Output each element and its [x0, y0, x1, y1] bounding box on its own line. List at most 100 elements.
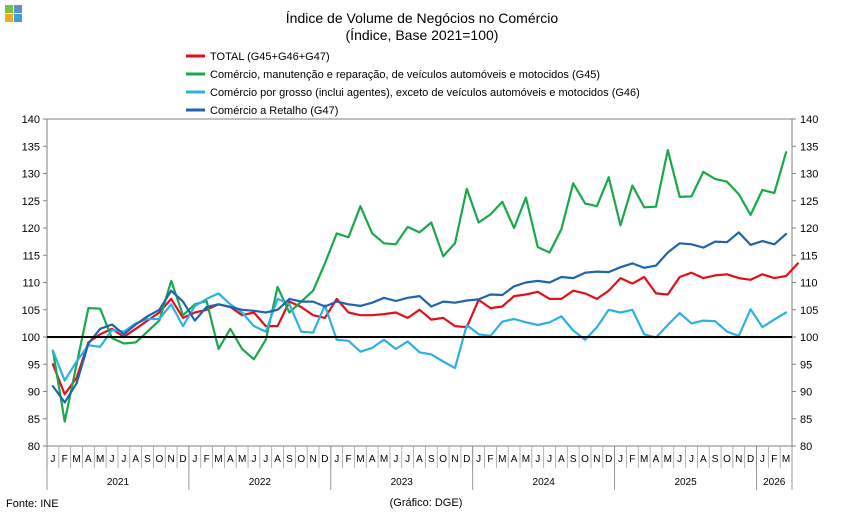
year-label: 2021 [107, 477, 130, 488]
y-tick-label-right: 80 [800, 441, 812, 453]
x-tick-label: N [593, 454, 600, 465]
x-tick-label: S [428, 454, 435, 465]
x-tick-label: M [498, 454, 506, 465]
x-tick-label: N [309, 454, 316, 465]
y-tick-label-left: 95 [28, 359, 40, 371]
x-tick-label: F [204, 454, 210, 465]
legend: TOTAL (G45+G46+G47) Comércio, manutenção … [186, 51, 640, 117]
year-label: 2023 [391, 477, 414, 488]
x-tick-label: S [286, 454, 293, 465]
y-tick-label-left: 110 [22, 278, 40, 290]
x-tick-label: J [251, 454, 256, 465]
x-tick-label: J [476, 454, 481, 465]
y-tick-label-right: 95 [800, 359, 812, 371]
x-tick-label: M [522, 454, 530, 465]
y-tick-label-left: 115 [22, 250, 40, 262]
x-tick-label: A [653, 454, 660, 465]
y-tick-label-left: 120 [22, 223, 40, 235]
y-tick-label-left: 140 [22, 114, 40, 126]
axes: 80 80 85 85 90 90 95 95 100 100 105 105 110 110 115 115… [22, 114, 818, 490]
x-tick-label: J [121, 454, 126, 465]
x-tick-label: A [700, 454, 707, 465]
x-tick-label: J [760, 454, 765, 465]
x-tick-label: O [439, 454, 447, 465]
x-tick-label: J [263, 454, 268, 465]
y-tick-label-right: 115 [800, 250, 818, 262]
x-tick-label: M [238, 454, 246, 465]
legend-label: Comércio a Retalho (G47) [210, 105, 338, 117]
y-tick-label-right: 90 [800, 387, 812, 399]
x-tick-label: D [463, 454, 470, 465]
x-tick-label: A [85, 454, 92, 465]
logo-square [14, 5, 22, 13]
credit-note: (Gráfico: DGE) [390, 497, 463, 509]
x-tick-label: O [723, 454, 731, 465]
x-tick-label: A [511, 454, 518, 465]
x-tick-label: F [629, 454, 635, 465]
y-tick-label-left: 80 [28, 441, 40, 453]
series-layer [47, 149, 800, 423]
x-tick-label: S [144, 454, 151, 465]
y-tick-label-right: 130 [800, 169, 818, 181]
y-tick-label-left: 135 [22, 141, 40, 153]
y-tick-label-right: 120 [800, 223, 818, 235]
y-tick-label-right: 110 [800, 278, 818, 290]
dge-logo-icon [5, 5, 22, 22]
x-tick-label: A [416, 454, 423, 465]
x-tick-label: M [640, 454, 648, 465]
x-tick-label: F [771, 454, 777, 465]
x-tick-label: N [735, 454, 742, 465]
x-tick-label: J [547, 454, 552, 465]
y-tick-label-left: 130 [22, 169, 40, 181]
year-label: 2024 [533, 477, 556, 488]
x-tick-label: A [132, 454, 139, 465]
legend-label: TOTAL (G45+G46+G47) [210, 51, 330, 63]
x-tick-label: J [535, 454, 540, 465]
series-line [51, 149, 788, 423]
y-tick-label-right: 125 [800, 196, 818, 208]
x-tick-label: M [664, 454, 672, 465]
x-tick-label: F [62, 454, 68, 465]
chart-title: Índice de Volume de Negócios no Comércio [286, 10, 559, 26]
source-note: Fonte: INE [6, 498, 59, 510]
y-tick-label-left: 105 [22, 305, 40, 317]
series-line [51, 292, 788, 382]
x-tick-label: D [179, 454, 186, 465]
x-tick-label: J [618, 454, 623, 465]
x-tick-label: J [50, 454, 55, 465]
chart-subtitle: (Índice, Base 2021=100) [346, 27, 499, 43]
series-line [51, 231, 788, 404]
y-tick-label-right: 140 [800, 114, 818, 126]
x-tick-label: J [689, 454, 694, 465]
x-tick-label: N [451, 454, 458, 465]
x-tick-label: M [782, 454, 790, 465]
y-tick-label-right: 105 [800, 305, 818, 317]
x-tick-label: D [605, 454, 612, 465]
x-tick-label: M [214, 454, 222, 465]
x-tick-label: J [677, 454, 682, 465]
year-label: 2022 [249, 477, 272, 488]
x-tick-label: O [297, 454, 305, 465]
y-tick-label-left: 100 [22, 332, 40, 344]
y-tick-label-left: 85 [28, 414, 40, 426]
y-tick-label-right: 85 [800, 414, 812, 426]
x-tick-label: M [380, 454, 388, 465]
y-tick-label-right: 100 [800, 332, 818, 344]
legend-label: Comércio por grosso (inclui agentes), ex… [210, 87, 640, 99]
plot-frame [46, 118, 793, 447]
x-tick-label: J [393, 454, 398, 465]
x-tick-label: O [155, 454, 163, 465]
x-tick-label: J [192, 454, 197, 465]
year-label: 2026 [763, 477, 786, 488]
x-tick-label: F [345, 454, 351, 465]
x-tick-label: J [405, 454, 410, 465]
year-label: 2025 [674, 477, 697, 488]
x-tick-label: A [227, 454, 234, 465]
logo-square [5, 5, 13, 13]
x-tick-label: M [72, 454, 80, 465]
series-line [51, 262, 800, 396]
logo-square [5, 14, 13, 22]
x-tick-label: J [334, 454, 339, 465]
x-tick-label: S [712, 454, 719, 465]
x-tick-label: J [110, 454, 115, 465]
